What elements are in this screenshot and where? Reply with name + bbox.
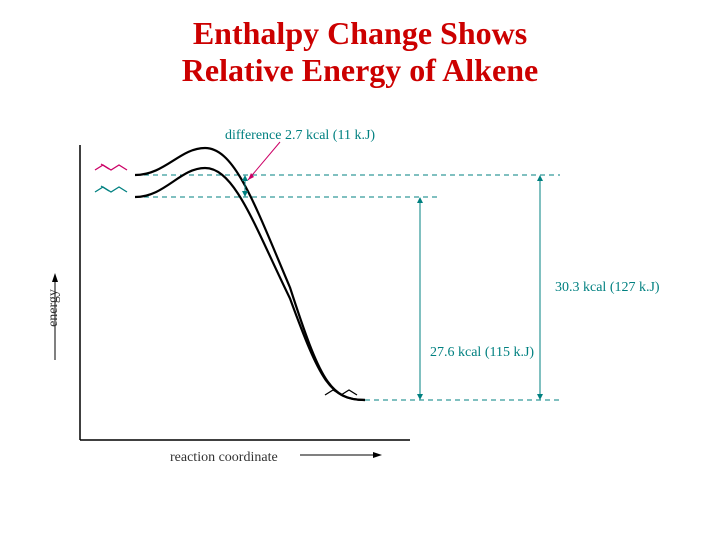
- y-axis-label: energy: [46, 289, 62, 327]
- value1-annotation: 27.6 kcal (115 k.J): [430, 345, 534, 361]
- value2-annotation: 30.3 kcal (127 k.J): [555, 280, 660, 296]
- x-axis-label: reaction coordinate: [170, 450, 278, 466]
- energy-diagram: [0, 0, 720, 540]
- diff-annotation: difference 2.7 kcal (11 k.J): [225, 128, 375, 144]
